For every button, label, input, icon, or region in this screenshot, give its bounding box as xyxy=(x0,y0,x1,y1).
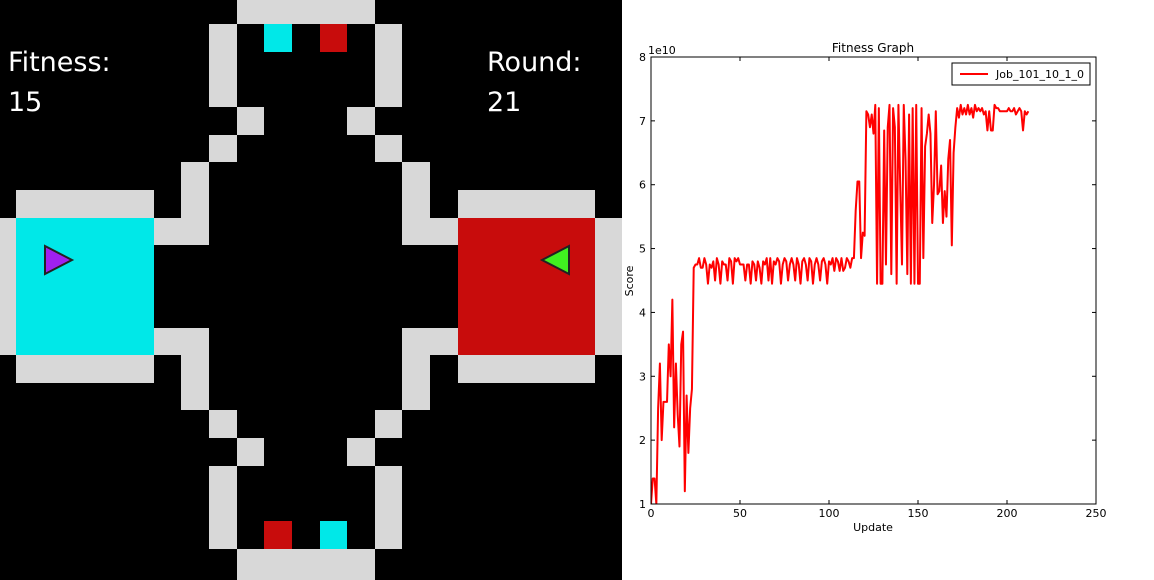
purple-agent xyxy=(44,244,75,276)
x-tick-label: 250 xyxy=(1086,507,1107,520)
fitness-label: Fitness: xyxy=(8,47,111,78)
game-board: Fitness: 15 Round: 21 xyxy=(0,0,622,580)
round-value: 21 xyxy=(487,87,521,118)
cyan-base xyxy=(16,218,154,355)
green-agent xyxy=(539,244,570,276)
red-base xyxy=(458,218,595,355)
legend-box xyxy=(951,62,1091,86)
y-tick-label: 1 xyxy=(639,498,646,511)
y-tick-label: 3 xyxy=(639,370,646,383)
round-label: Round: xyxy=(487,47,582,78)
fitness-chart: Fitness Graph 1e10 Update Score 1 2 3 4 5 6 7 8… xyxy=(623,41,1107,534)
y-offset-label: 1e10 xyxy=(648,44,676,57)
x-tick-label: 50 xyxy=(733,507,747,520)
y-tick-label: 2 xyxy=(639,434,646,447)
series-line xyxy=(651,103,1030,504)
y-tick-label: 5 xyxy=(639,243,646,256)
cyan-tile xyxy=(264,24,292,52)
fitness-value: 15 xyxy=(8,87,42,118)
walls xyxy=(0,0,622,580)
x-axis-label: Update xyxy=(853,521,893,534)
x-tick-label: 200 xyxy=(997,507,1018,520)
x-tick-label: 100 xyxy=(819,507,840,520)
cyan-tile xyxy=(320,521,347,549)
legend-label: Job_101_10_1_0 xyxy=(995,68,1084,81)
x-tick-label: 0 xyxy=(648,507,655,520)
y-tick-label: 4 xyxy=(639,306,646,319)
y-tick-label: 8 xyxy=(639,51,646,64)
y-axis-label: Score xyxy=(623,265,636,296)
x-tick-label: 150 xyxy=(908,507,929,520)
y-tick-label: 7 xyxy=(639,115,646,128)
red-tile xyxy=(264,521,292,549)
plot-frame xyxy=(650,56,1097,505)
red-tile xyxy=(320,24,347,52)
y-tick-label: 6 xyxy=(639,179,646,192)
chart-title: Fitness Graph xyxy=(832,41,914,55)
